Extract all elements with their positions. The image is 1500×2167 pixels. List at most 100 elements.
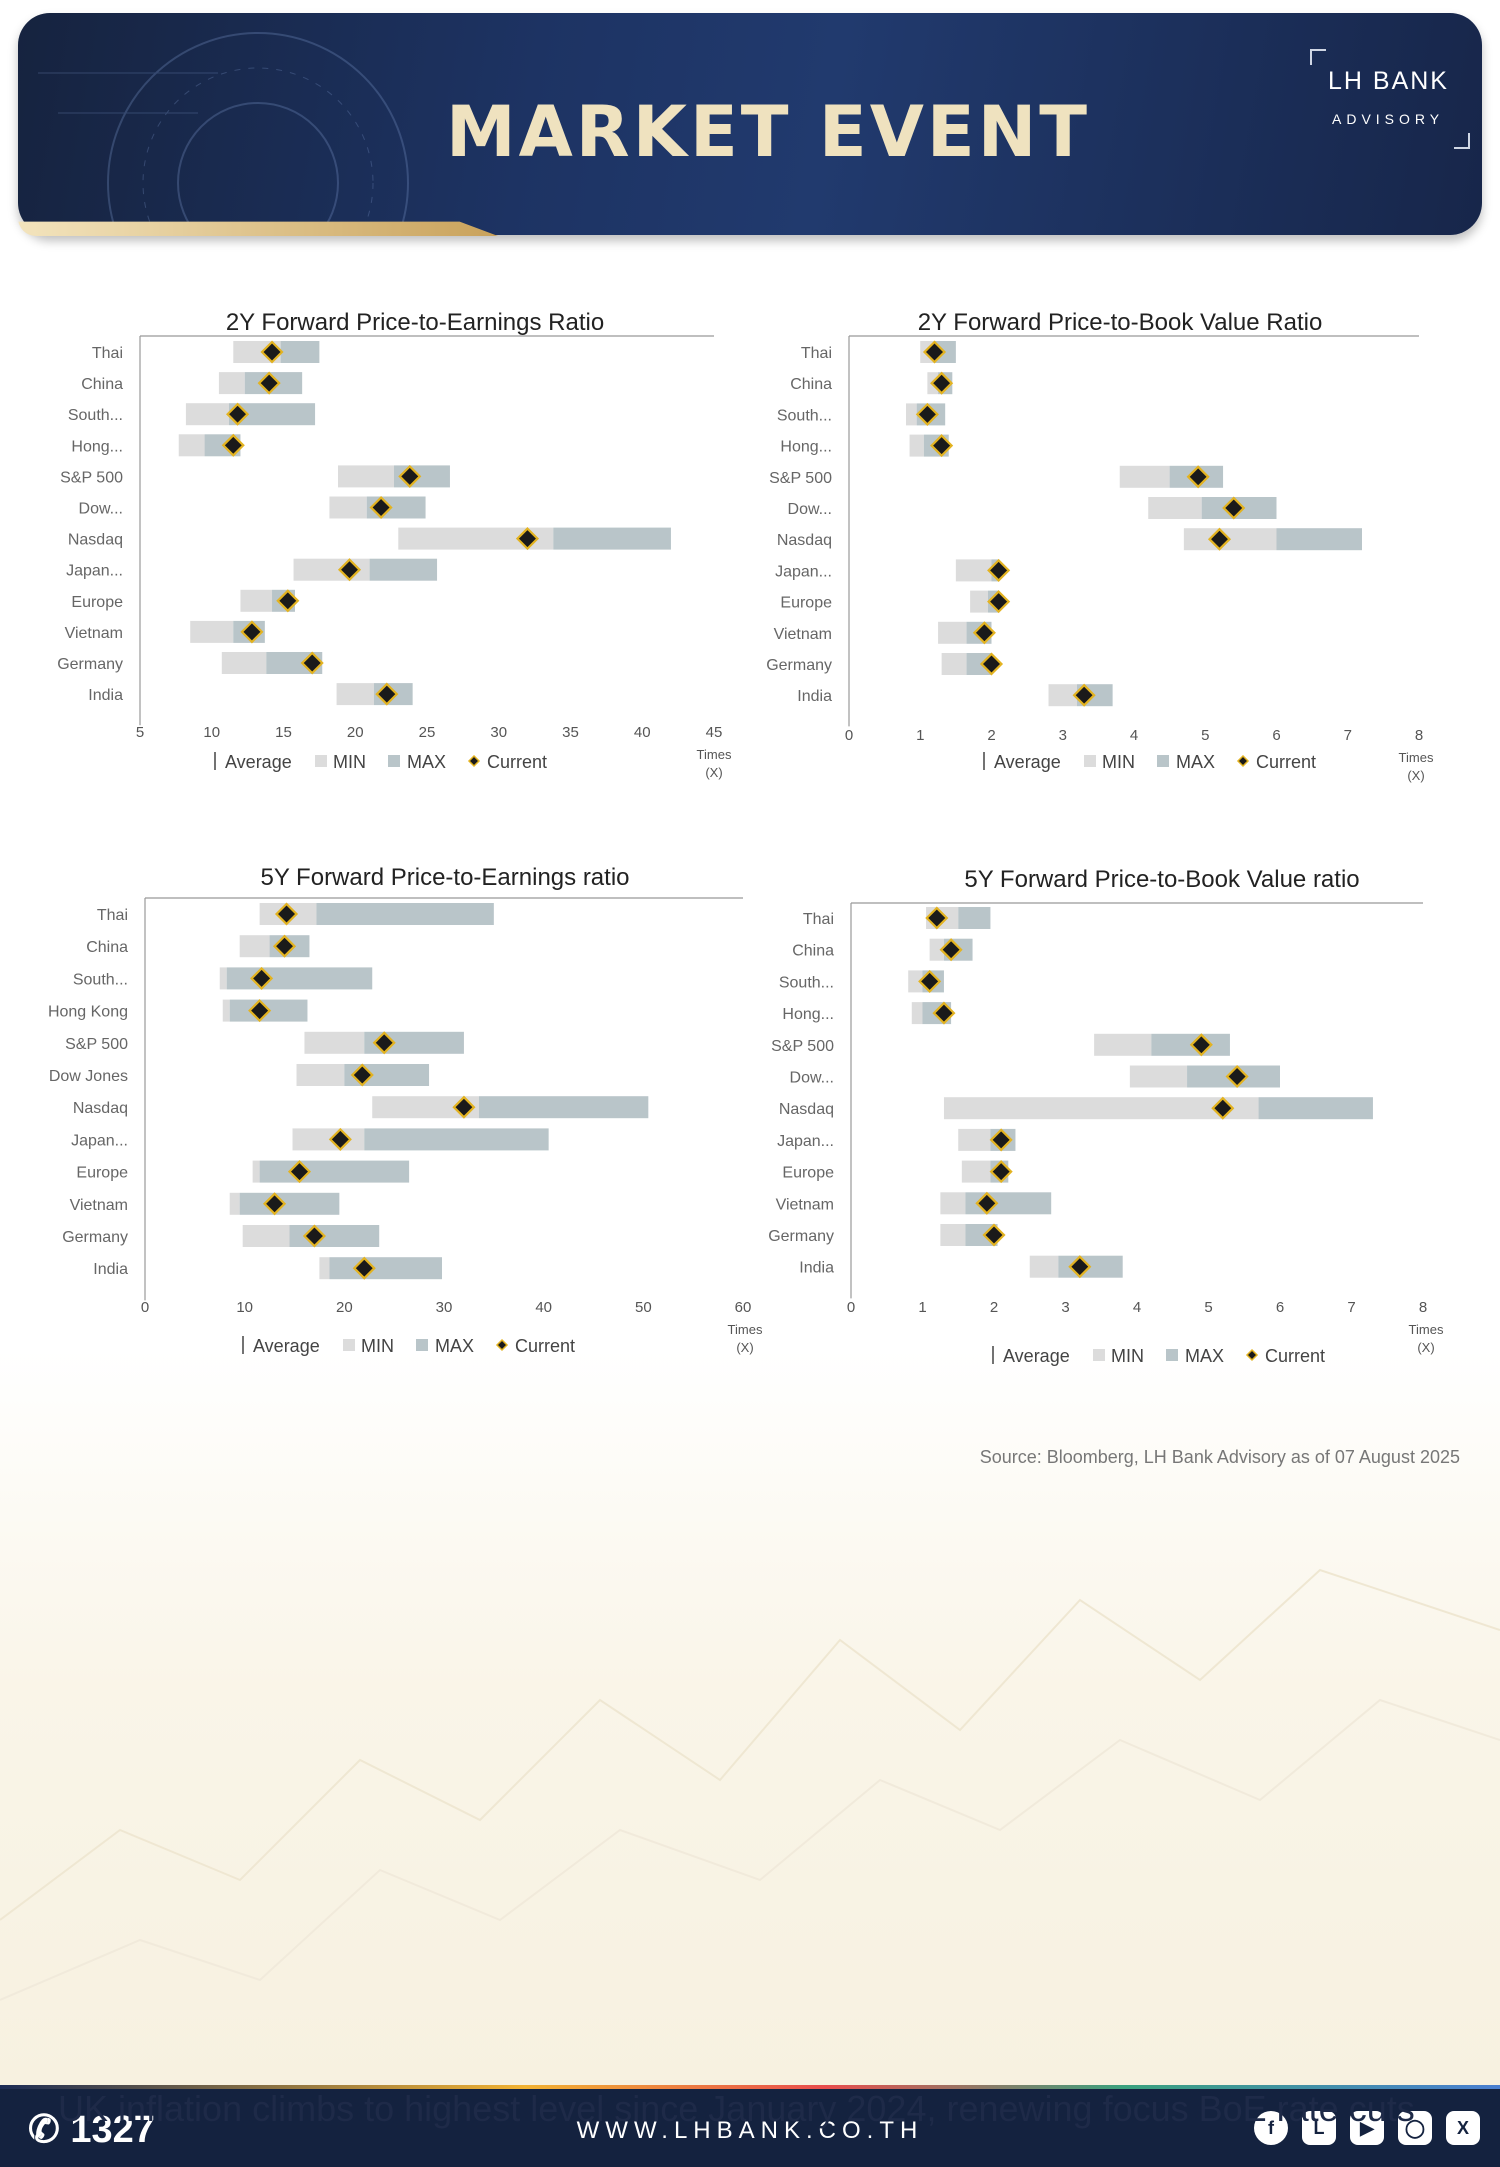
x-icon[interactable]: X	[1446, 2111, 1480, 2145]
youtube-icon[interactable]: ▶	[1350, 2111, 1384, 2145]
min-bar	[240, 589, 273, 612]
x-tick-label: 3	[1059, 727, 1067, 744]
x-tick-label: 8	[1415, 727, 1423, 744]
max-bar	[239, 1192, 340, 1215]
facebook-icon[interactable]: f	[1254, 2111, 1288, 2145]
current-marker	[274, 902, 299, 926]
instagram-icon[interactable]: ◯	[1398, 2111, 1432, 2145]
page-title: MARKET EVENT	[445, 91, 1091, 173]
legend-min-label: MIN	[361, 1336, 394, 1356]
min-bar	[252, 1160, 260, 1183]
max-bar	[553, 527, 671, 550]
category-label: South...	[777, 407, 832, 424]
current-marker	[398, 464, 422, 488]
phone-number[interactable]: ✆ 1327	[28, 2109, 155, 2151]
background-wash	[0, 1350, 1500, 2090]
current-marker	[979, 652, 1004, 676]
chart-2: 2Y Forward Price-to-Book Value Ratio Thai…	[766, 309, 1434, 783]
website-link[interactable]: WWW.LHBANK.CO.TH	[576, 2117, 924, 2144]
category-label: Europe	[76, 1165, 128, 1182]
min-bar	[398, 527, 554, 550]
category-label: India	[93, 1261, 128, 1278]
current-marker	[1072, 683, 1096, 707]
legend-max-label: MAX	[1185, 1346, 1224, 1366]
legend-current-symbol	[495, 1338, 509, 1352]
legend-min-symbol	[343, 1339, 355, 1351]
current-marker	[375, 682, 399, 706]
gold-accent-stripe	[18, 221, 498, 236]
current-marker	[250, 966, 274, 990]
x-tick-label: 4	[1133, 1299, 1141, 1316]
min-bar	[304, 1031, 365, 1054]
category-label: Dow...	[790, 1070, 834, 1087]
legend-max-label: MAX	[1176, 752, 1215, 772]
min-bar	[970, 590, 988, 613]
background-decoration	[0, 1568, 1500, 2001]
max-bar	[1258, 1097, 1373, 1120]
current-marker	[221, 433, 245, 457]
category-label: South...	[779, 974, 834, 991]
legend-min-label: MIN	[1111, 1346, 1144, 1366]
legend-max-symbol	[388, 755, 400, 767]
current-marker	[989, 1128, 1013, 1152]
x-tick-label: 60	[735, 1299, 752, 1316]
line-icon[interactable]: L	[1302, 2111, 1336, 2145]
min-bar	[1119, 465, 1170, 488]
category-label: S&P 500	[60, 469, 123, 486]
min-bar	[185, 403, 229, 426]
category-label: India	[88, 687, 123, 704]
x-axis-label: Times	[1399, 750, 1434, 765]
chart-3: 5Y Forward Price-to-Earnings ratio Thai Ch…	[48, 864, 763, 1356]
current-marker	[287, 1160, 312, 1184]
category-label: Germany	[768, 1228, 834, 1245]
current-marker	[930, 371, 954, 395]
min-bar	[219, 967, 227, 990]
current-marker	[260, 340, 284, 364]
x-axis-label-unit: (X)	[736, 1340, 753, 1355]
min-bar	[940, 1192, 966, 1215]
min-bar	[338, 465, 394, 488]
legend-max-label: MAX	[435, 1336, 474, 1356]
category-label: Dow...	[788, 501, 832, 518]
min-bar	[911, 1002, 923, 1025]
x-tick-label: 2	[987, 727, 995, 744]
min-bar	[961, 1160, 991, 1183]
current-marker	[372, 1031, 396, 1055]
current-marker	[925, 906, 949, 930]
category-label: China	[81, 376, 123, 393]
chart-title: 5Y Forward Price-to-Book Value ratio	[964, 866, 1359, 893]
category-label: Japan...	[66, 563, 123, 580]
news-ticker: UK inflation climbs to highest level sin…	[58, 2088, 1415, 2129]
max-bar	[966, 653, 992, 675]
category-label: S&P 500	[771, 1038, 834, 1055]
max-bar	[280, 341, 320, 363]
current-marker	[982, 1223, 1006, 1247]
chart-1: 2Y Forward Price-to-Earnings Ratio Thai Ch…	[57, 309, 732, 780]
category-label: S&P 500	[769, 470, 832, 487]
current-marker	[302, 1224, 326, 1248]
x-tick-label: 20	[347, 724, 364, 741]
current-marker	[1207, 527, 1232, 551]
min-bar	[938, 621, 967, 644]
legend-min-label: MIN	[333, 752, 366, 772]
min-bar	[190, 620, 234, 643]
max-bar	[316, 903, 494, 925]
current-marker	[915, 402, 939, 426]
current-marker	[276, 589, 300, 613]
x-tick-label: 2	[990, 1299, 998, 1316]
legend-current-symbol	[467, 754, 481, 768]
x-tick-label: 50	[635, 1299, 652, 1316]
min-bar	[296, 1064, 345, 1086]
x-tick-label: 30	[490, 724, 507, 741]
x-tick-label: 40	[634, 724, 651, 741]
max-bar	[958, 907, 991, 929]
tech-pattern	[38, 32, 409, 235]
x-tick-label: 0	[847, 1299, 855, 1316]
category-label: Japan...	[71, 1132, 128, 1149]
max-bar	[259, 1160, 410, 1183]
current-marker	[352, 1256, 376, 1280]
category-label: Japan...	[777, 1133, 834, 1150]
current-marker	[939, 938, 963, 962]
x-tick-label: 40	[535, 1299, 552, 1316]
legend-current-label: Current	[1265, 1346, 1325, 1366]
